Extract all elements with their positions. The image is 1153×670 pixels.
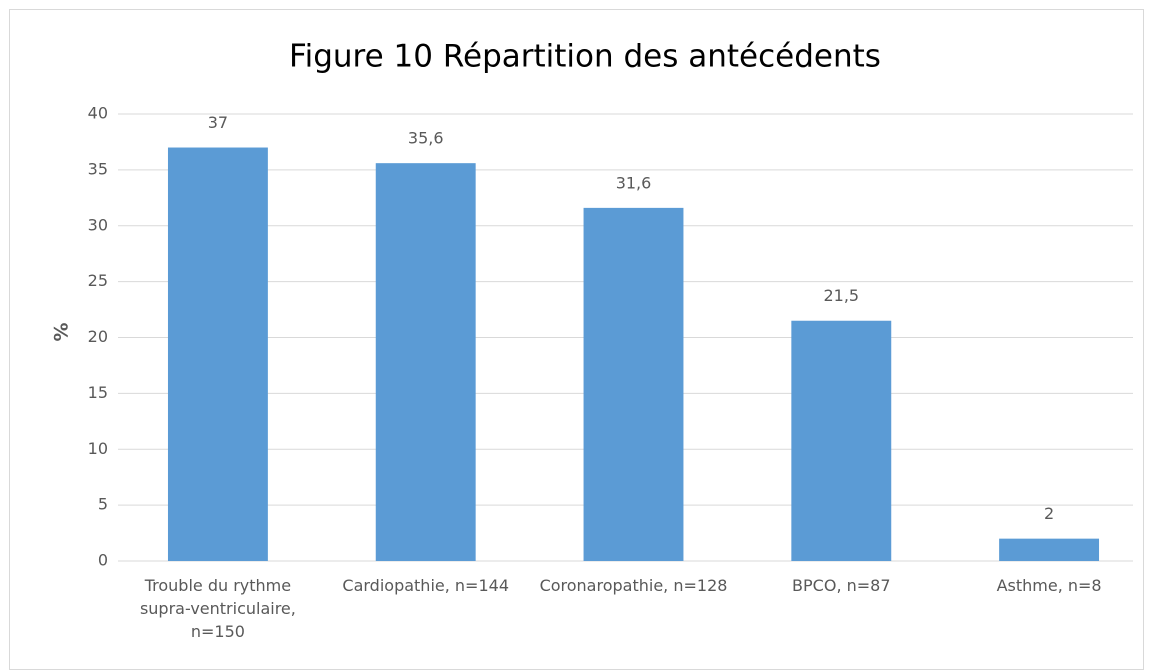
x-tick-label: BPCO, n=87 <box>792 576 891 595</box>
y-tick-label: 15 <box>88 383 108 402</box>
y-tick-label: 30 <box>88 215 108 234</box>
y-tick-label: 25 <box>88 271 108 290</box>
y-tick-label: 40 <box>88 104 108 123</box>
chart-title: Figure 10 Répartition des antécédents <box>289 39 881 75</box>
y-axis-label: % <box>51 322 73 341</box>
bar <box>375 163 476 562</box>
value-label: 2 <box>1044 504 1054 523</box>
y-tick-label: 5 <box>98 495 108 514</box>
x-tick-label: Coronaropathie, n=128 <box>539 576 728 595</box>
value-label: 35,6 <box>408 129 444 148</box>
value-label: 37 <box>208 113 228 132</box>
y-tick-label: 10 <box>88 439 108 458</box>
x-tick-label: Trouble du rythme supra-ventriculaire, n… <box>139 576 296 641</box>
bar <box>583 207 684 561</box>
value-label: 21,5 <box>823 286 859 305</box>
x-tick-label: Cardiopathie, n=144 <box>342 576 509 595</box>
value-label: 31,6 <box>616 173 652 192</box>
x-tick-label: Asthme, n=8 <box>996 576 1102 595</box>
y-tick-label: 0 <box>98 551 108 570</box>
y-tick-label: 35 <box>88 159 108 178</box>
bar <box>791 320 892 561</box>
bar <box>999 538 1100 561</box>
bar <box>167 147 268 561</box>
y-tick-label: 20 <box>88 327 108 346</box>
